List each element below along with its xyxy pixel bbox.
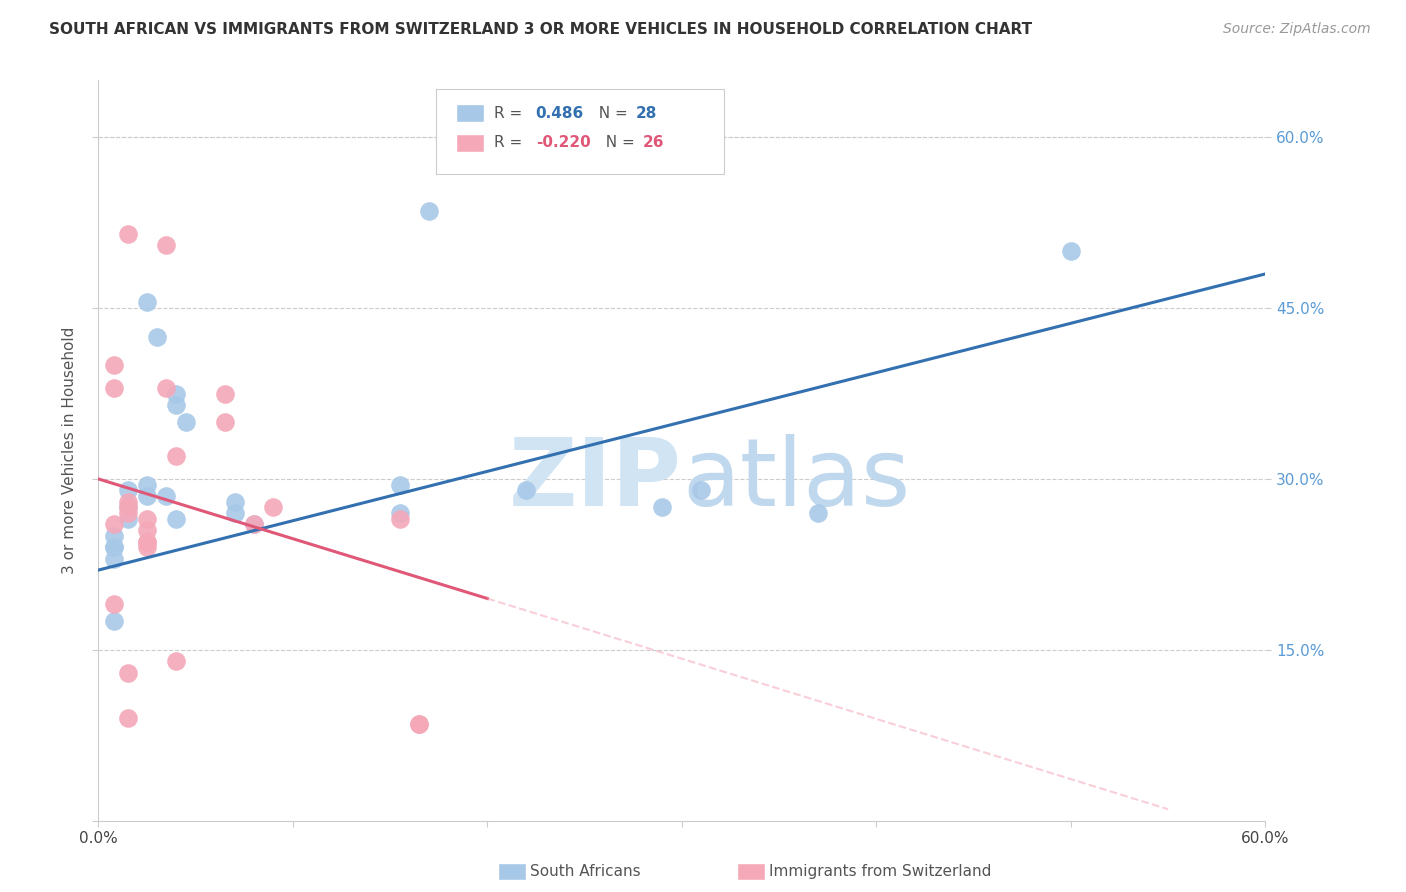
Point: [155, 489, 177, 503]
Point: [165, 654, 187, 668]
Point: [136, 295, 159, 310]
Point: [515, 483, 537, 498]
Point: [146, 329, 169, 343]
Point: [136, 541, 159, 555]
Point: [103, 541, 125, 555]
Point: [1060, 244, 1083, 259]
Point: [136, 534, 159, 549]
Point: [388, 512, 411, 526]
Point: [243, 517, 266, 532]
Text: Immigrants from Switzerland: Immigrants from Switzerland: [769, 864, 991, 879]
Point: [117, 665, 139, 680]
Point: [224, 506, 246, 520]
Point: [174, 415, 197, 429]
Point: [165, 398, 187, 412]
Point: [103, 529, 125, 543]
Point: [136, 489, 159, 503]
Point: [117, 711, 139, 725]
Text: 26: 26: [643, 136, 664, 150]
Text: R =: R =: [494, 106, 527, 120]
Y-axis label: 3 or more Vehicles in Household: 3 or more Vehicles in Household: [62, 326, 77, 574]
Point: [117, 500, 139, 515]
Point: [136, 512, 159, 526]
Point: [103, 358, 125, 372]
Text: 0.486: 0.486: [536, 106, 583, 120]
Text: ZIP: ZIP: [509, 434, 682, 526]
Point: [117, 227, 139, 241]
Text: atlas: atlas: [682, 434, 910, 526]
Point: [117, 483, 139, 498]
Text: Source: ZipAtlas.com: Source: ZipAtlas.com: [1223, 22, 1371, 37]
Point: [262, 500, 284, 515]
Point: [165, 449, 187, 463]
Point: [408, 716, 430, 731]
Point: [807, 506, 830, 520]
Point: [103, 541, 125, 555]
Point: [136, 534, 159, 549]
Point: [117, 500, 139, 515]
Point: [155, 381, 177, 395]
Point: [418, 204, 440, 219]
Point: [136, 523, 159, 537]
Point: [214, 415, 236, 429]
Point: [214, 386, 236, 401]
Point: [103, 597, 125, 611]
Point: [243, 517, 266, 532]
Point: [136, 477, 159, 491]
Point: [103, 381, 125, 395]
Point: [224, 494, 246, 508]
Point: [117, 494, 139, 508]
Point: [155, 238, 177, 252]
Text: -0.220: -0.220: [536, 136, 591, 150]
Text: South Africans: South Africans: [530, 864, 641, 879]
Text: 28: 28: [636, 106, 657, 120]
Text: R =: R =: [494, 136, 527, 150]
Point: [388, 477, 411, 491]
Point: [165, 512, 187, 526]
Point: [117, 512, 139, 526]
Point: [408, 716, 430, 731]
Text: SOUTH AFRICAN VS IMMIGRANTS FROM SWITZERLAND 3 OR MORE VEHICLES IN HOUSEHOLD COR: SOUTH AFRICAN VS IMMIGRANTS FROM SWITZER…: [49, 22, 1032, 37]
Point: [117, 506, 139, 520]
Point: [690, 483, 713, 498]
Point: [165, 386, 187, 401]
Point: [103, 551, 125, 566]
Point: [651, 500, 673, 515]
Point: [103, 517, 125, 532]
Text: N =: N =: [596, 136, 640, 150]
Text: N =: N =: [589, 106, 633, 120]
Point: [388, 506, 411, 520]
Point: [103, 615, 125, 629]
